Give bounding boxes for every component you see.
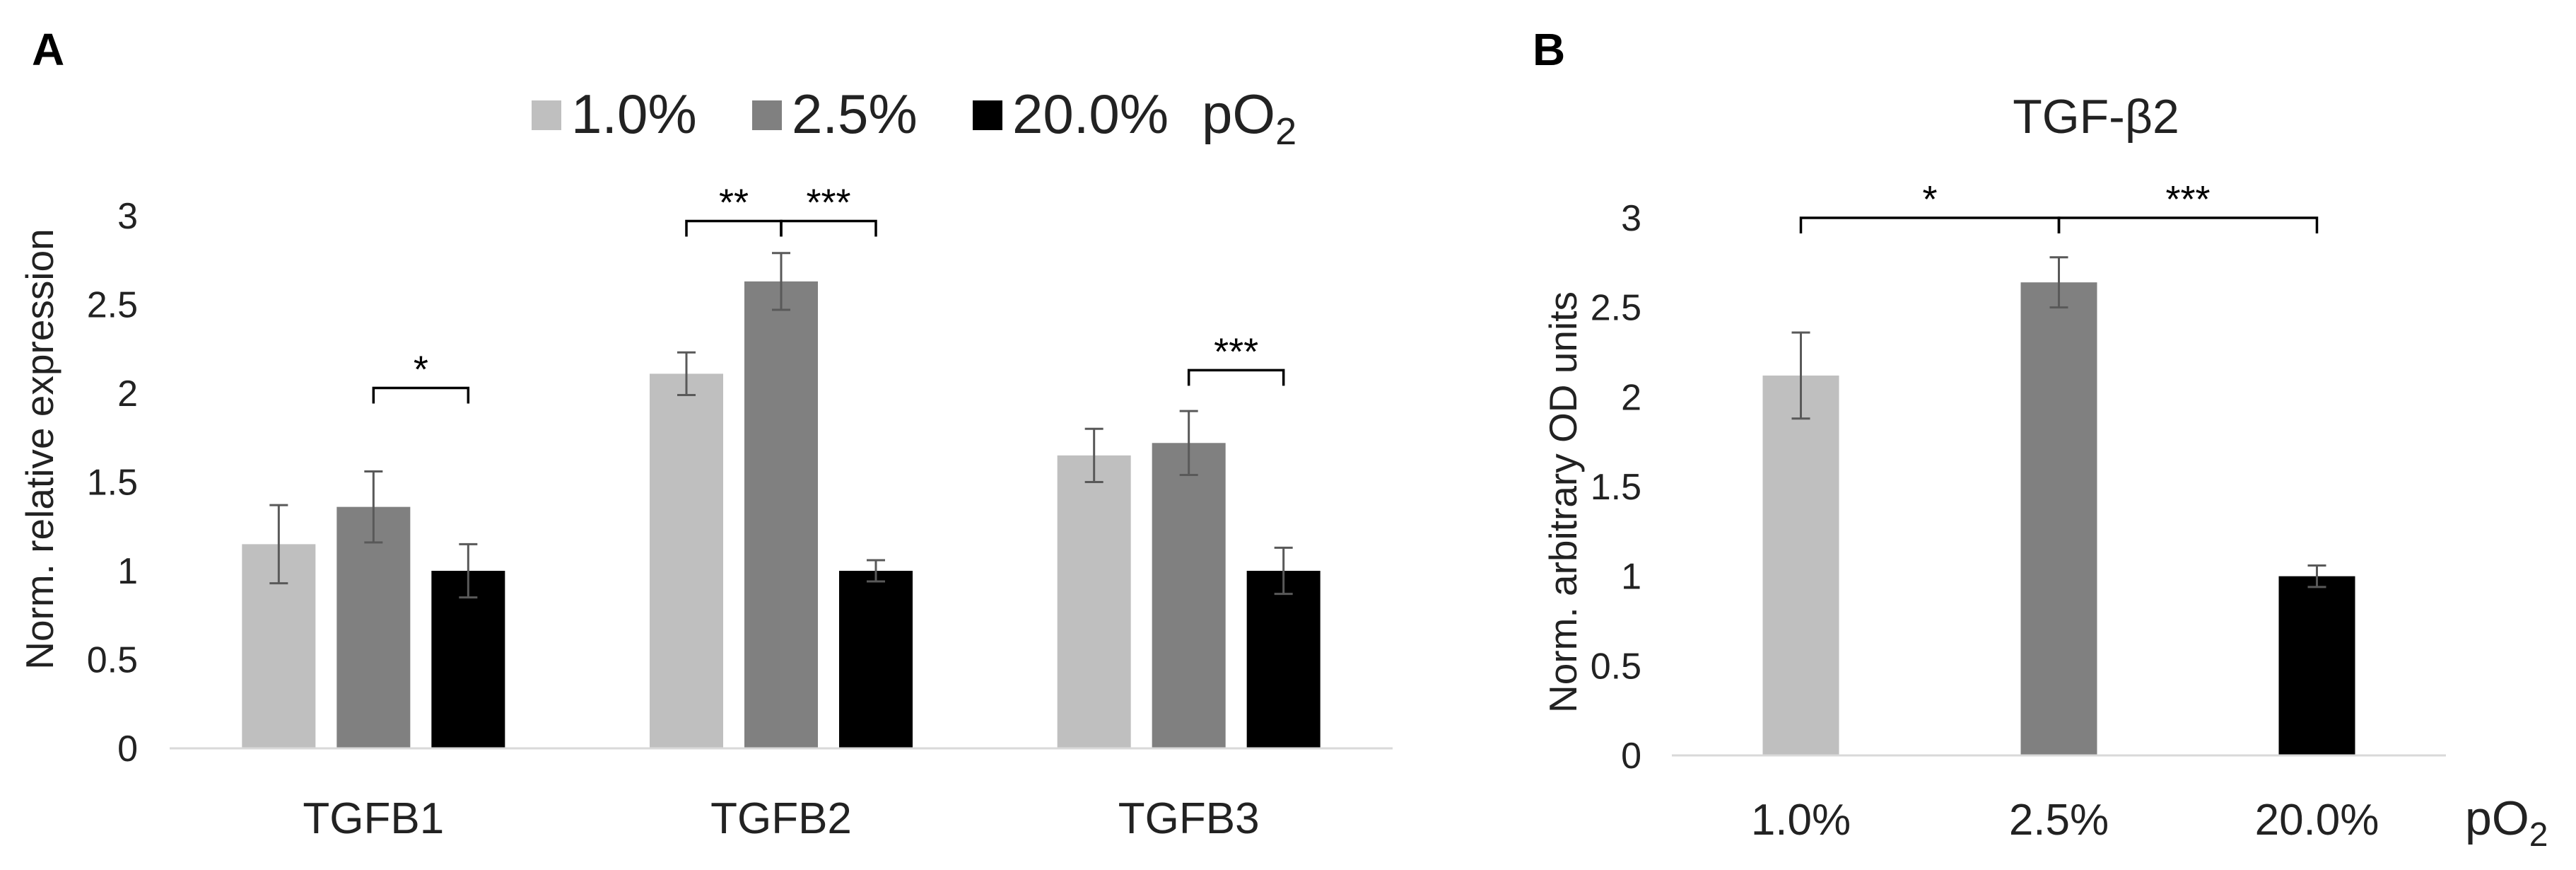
bar [839,571,913,748]
panel-a-label: A [32,24,64,75]
significance-label: * [1922,178,1937,221]
bar [1246,571,1321,748]
y-tick-label-a: 0 [117,729,138,770]
x-tick-label-a: TGFB1 [303,794,444,843]
significance-bracket [780,219,877,237]
bar [1057,455,1131,748]
bar [650,373,723,748]
y-tick-label-b: 0 [1621,736,1641,777]
y-tick-label-b: 3 [1621,198,1641,239]
x-suffix-b: pO2 [2465,791,2548,854]
bar [2278,576,2355,755]
x-tick-label-b: 20.0% [2255,796,2379,845]
significance-bracket [372,386,470,404]
legend-swatch-2 [752,100,782,130]
y-tick-label-b: 2 [1621,377,1641,418]
y-tick-label-a: 1.5 [87,463,138,504]
y-tick-label-b: 0.5 [1591,646,1641,687]
y-tick-label-a: 2.5 [87,285,138,326]
legend-unit: pO2 [1202,83,1296,153]
legend-label-1: 1.0% [571,83,697,145]
y-tick-label-a: 2 [117,373,138,414]
chart-b: 00.511.522.531.0% 2.5% 20.0%* *** [1591,178,2446,845]
y-tick-label-b: 1.5 [1591,467,1641,508]
x-suffix-sub: 2 [2529,816,2548,854]
bar [1762,375,1839,755]
significance-bracket [1187,369,1285,386]
y-axis-title-a: Norm. relative expression [18,228,62,670]
legend-label-2: 2.5% [792,83,918,145]
legend-label-3: 20.0% [1012,83,1169,145]
significance-label: *** [2165,178,2210,221]
x-tick-label-a: TGFB2 [710,794,852,843]
significance-label: *** [1214,330,1258,373]
bar [1152,443,1226,748]
x-tick-label-a: TGFB3 [1118,794,1260,843]
bar [431,571,505,748]
legend: 1.0% 2.5% 20.0% pO2 [532,83,1296,153]
y-tick-label-a: 1 [117,551,138,592]
panel-b-label: B [1533,24,1565,75]
significance-label: *** [806,182,850,224]
bar [2020,282,2097,755]
significance-bracket [2057,216,2319,233]
legend-swatch-3 [973,100,1002,130]
significance-label: * [414,348,428,390]
x-tick-label-b: 1.0% [1751,796,1851,845]
y-tick-label-b: 2.5 [1591,288,1641,329]
bar [336,506,411,748]
legend-swatch-1 [532,100,561,130]
y-axis-title-b: Norm. arbitrary OD units [1541,291,1585,713]
y-tick-label-b: 1 [1621,557,1641,598]
x-tick-label-b: 2.5% [2009,796,2109,845]
x-suffix-prefix: pO [2465,791,2529,845]
chart-b-title: TGF-β2 [2013,90,2179,144]
legend-unit-prefix: pO [1202,83,1275,145]
significance-label: ** [719,182,749,224]
legend-unit-sub: 2 [1275,110,1296,153]
y-tick-label-a: 3 [117,196,138,237]
y-tick-label-a: 0.5 [87,640,138,681]
bar [744,281,818,748]
